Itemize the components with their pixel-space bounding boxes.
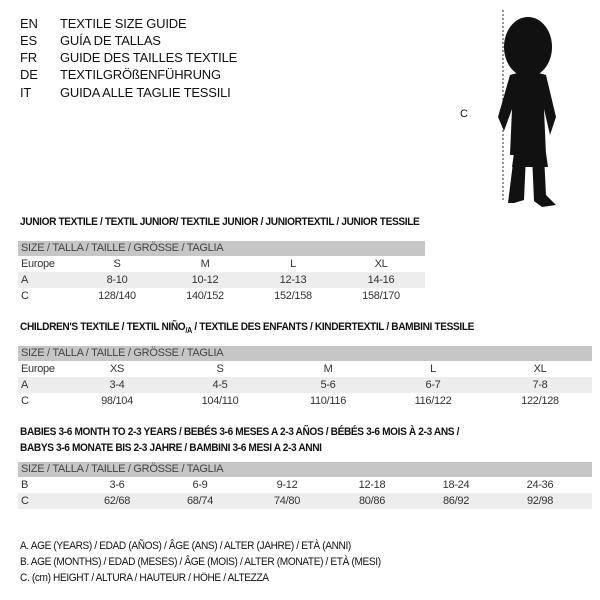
junior-size-table: SIZE / TALLA / TAILLE / GRÖSSE / TAGLIA … [18, 241, 425, 304]
cell: 116/122 [414, 395, 452, 407]
table-row-c: C 98/104 104/110 110/116 116/122 122/128 [18, 393, 592, 409]
lang-code: FR [20, 50, 37, 65]
cell: 9-12 [276, 479, 298, 491]
row-label: C [21, 290, 29, 302]
child-silhouette-icon [498, 10, 556, 207]
cell: S [216, 363, 224, 375]
lang-code: IT [20, 85, 32, 100]
cell: S [113, 258, 121, 270]
cell: 6-9 [192, 479, 208, 491]
lang-code: DE [20, 67, 38, 82]
junior-section-title: JUNIOR TEXTILE / TEXTIL JUNIOR/ TEXTILE … [20, 216, 420, 228]
cell: 158/170 [362, 290, 400, 302]
cell: 110/116 [309, 395, 347, 407]
table-row-b: B 3-6 6-9 9-12 12-18 18-24 24-36 [18, 477, 592, 493]
row-label: A [21, 379, 29, 391]
lang-title: GUIDE DES TAILLES TEXTILE [60, 50, 238, 65]
lang-code: ES [20, 33, 37, 48]
cell: 104/110 [201, 395, 239, 407]
cell: 8-10 [106, 274, 128, 286]
row-label: C [21, 395, 29, 407]
lang-title: GUIDA ALLE TAGLIE TESSILI [60, 85, 231, 100]
babies-section-title-line2: BABYS 3-6 MONATE BIS 2-3 JAHRE / BAMBINI… [20, 442, 322, 454]
cell: 3-6 [109, 479, 125, 491]
legend-a: A. AGE (YEARS) / EDAD (AÑOS) / ÂGE (ANS)… [20, 540, 351, 552]
children-section-title: CHILDREN'S TEXTILE / TEXTIL NIÑO/A / TEX… [20, 321, 474, 335]
table-header: SIZE / TALLA / TAILLE / GRÖSSE / TAGLIA [18, 346, 592, 361]
cell: 68/74 [186, 495, 214, 507]
cell: L [430, 363, 436, 375]
cell: 128/140 [98, 290, 136, 302]
row-label: C [21, 495, 29, 507]
row-label: Europe [21, 258, 55, 270]
cell: M [200, 258, 210, 270]
table-row-a: A 3-4 4-5 5-6 6-7 7-8 [18, 377, 592, 393]
lang-code: EN [20, 16, 38, 31]
cell: 12-13 [279, 274, 307, 286]
cell: 7-8 [532, 379, 548, 391]
table-row-a: A 8-10 10-12 12-13 14-16 [18, 272, 425, 288]
legend-b: B. AGE (MONTHS) / EDAD (MESES) / ÂGE (MO… [20, 556, 381, 568]
cell: 92/98 [526, 495, 554, 507]
table-row-europe: Europe XS S M L XL [18, 361, 592, 377]
legend-c: C. (cm) HEIGHT / ALTURA / HAUTEUR / HÖHE… [20, 572, 269, 584]
cell: 140/152 [186, 290, 224, 302]
row-label: Europe [21, 363, 55, 375]
table-header: SIZE / TALLA / TAILLE / GRÖSSE / TAGLIA [18, 462, 592, 477]
cell: 14-16 [367, 274, 395, 286]
table-row-c: C 62/68 68/74 74/80 80/86 86/92 92/98 [18, 493, 592, 509]
table-row-europe: Europe S M L XL [18, 256, 425, 272]
cell: 4-5 [212, 379, 228, 391]
cell: XL [533, 363, 547, 375]
cell: 3-4 [109, 379, 125, 391]
cell: 10-12 [191, 274, 219, 286]
cell: XL [374, 258, 388, 270]
cell: 18-24 [442, 479, 470, 491]
title-text: CHILDREN'S TEXTILE / TEXTIL NIÑO [20, 321, 186, 333]
cell: 5-6 [320, 379, 336, 391]
cell: 86/92 [442, 495, 470, 507]
row-label: A [21, 274, 29, 286]
table-row-c: C 128/140 140/152 152/158 158/170 [18, 288, 425, 304]
table-header: SIZE / TALLA / TAILLE / GRÖSSE / TAGLIA [18, 241, 425, 256]
cell: 24-36 [526, 479, 554, 491]
cell: 6-7 [425, 379, 441, 391]
cell: M [323, 363, 333, 375]
babies-section-title-line1: BABIES 3-6 MONTH TO 2-3 YEARS / BEBÉS 3-… [20, 426, 460, 438]
cell: 12-18 [358, 479, 386, 491]
cell: 74/80 [273, 495, 301, 507]
row-label: B [21, 479, 29, 491]
lang-title: TEXTILE SIZE GUIDE [60, 16, 187, 31]
cell: L [290, 258, 296, 270]
babies-size-table: SIZE / TALLA / TAILLE / GRÖSSE / TAGLIA … [18, 462, 592, 509]
children-size-table: SIZE / TALLA / TAILLE / GRÖSSE / TAGLIA … [18, 346, 592, 409]
title-text: / TEXTILE DES ENFANTS / KINDERTEXTIL / B… [191, 321, 475, 333]
lang-title: TEXTILGRÖßENFÜHRUNG [60, 67, 221, 82]
title-subscript: /A [185, 326, 192, 336]
lang-title: GUÍA DE TALLAS [60, 33, 161, 48]
cell: 98/104 [101, 395, 133, 407]
cell: XS [109, 363, 125, 375]
cell: 152/158 [274, 290, 312, 302]
cell: 122/128 [521, 395, 559, 407]
cell: 80/86 [358, 495, 386, 507]
cell: 62/68 [103, 495, 131, 507]
height-measure-label: C [460, 108, 468, 120]
